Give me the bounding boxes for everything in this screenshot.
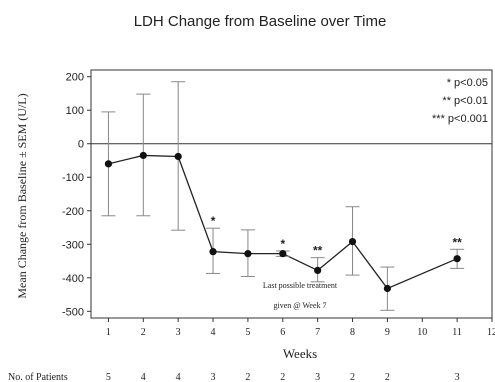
significance-label: **: [313, 244, 323, 258]
patients-count: 4: [176, 372, 181, 382]
series-ldh-change: [101, 81, 465, 311]
x-tick-label: 2: [141, 327, 146, 338]
significance-label: *: [211, 214, 216, 228]
significance-label: **: [452, 235, 462, 249]
data-point: [174, 152, 182, 161]
legend-entry: ** p<0.01: [442, 95, 488, 107]
data-point: [244, 250, 252, 258]
data-point: [279, 250, 287, 258]
data-point: [104, 160, 113, 168]
x-axis-label: Weeks: [283, 346, 317, 361]
legend-entry: *** p<0.001: [432, 113, 488, 125]
patients-count: 2: [350, 372, 355, 382]
y-tick-label: 0: [78, 139, 84, 151]
x-tick-label: 10: [417, 327, 427, 338]
significance-label: *: [280, 237, 285, 251]
x-tick-label: 8: [350, 327, 355, 338]
patients-count: 5: [106, 372, 111, 382]
y-tick-label: -100: [62, 172, 84, 184]
data-point: [314, 266, 322, 275]
annotation-line-1: Last possible treatment: [263, 281, 338, 290]
data-point: [209, 248, 217, 256]
x-tick-label: 7: [315, 327, 320, 338]
plot-frame: [90, 69, 493, 319]
patients-count: 3: [315, 372, 320, 382]
significance-markers: ** ****: [211, 214, 462, 257]
y-tick-label: 100: [66, 105, 84, 117]
data-point: [139, 151, 147, 160]
y-tick-label: 200: [66, 72, 84, 84]
x-tick-label: 3: [176, 327, 181, 338]
patients-count: 2: [385, 372, 390, 382]
x-tick-label: 5: [245, 327, 250, 338]
x-axis-ticks: 1 2 3 4 5 6 7 8 9 10 11 12: [106, 318, 495, 338]
legend-entry: * p<0.05: [447, 77, 488, 89]
data-point: [348, 237, 357, 246]
data-point: [383, 284, 391, 293]
annotation-line-2: given @ Week 7: [273, 301, 326, 310]
y-axis-ticks: 200 100 0 -100 -200 -300 -400 -500: [62, 72, 91, 318]
patients-count: 4: [141, 372, 146, 382]
chart-axes: [90, 69, 493, 319]
data-point: [453, 255, 461, 263]
y-tick-label: -400: [62, 273, 84, 285]
patients-row: 5 4 4 3 2 2 3 2 2 3: [106, 372, 460, 382]
patients-row-label: No. of Patients: [8, 372, 68, 382]
y-tick-label: -200: [62, 206, 84, 218]
series-line: [108, 154, 458, 290]
x-tick-label: 12: [487, 327, 495, 338]
y-axis-label: Mean Change from Baseline ± SEM (U/L): [15, 93, 29, 298]
patients-count: 3: [211, 372, 216, 382]
chart-title: LDH Change from Baseline over Time: [134, 13, 387, 30]
patients-count: 2: [280, 372, 285, 382]
patients-count: 2: [245, 372, 250, 382]
y-tick-label: -300: [62, 239, 84, 251]
x-tick-label: 9: [385, 327, 390, 338]
patients-count: 3: [455, 372, 460, 382]
x-tick-label: 1: [106, 327, 111, 338]
x-tick-label: 4: [211, 327, 216, 338]
x-tick-label: 11: [452, 327, 462, 338]
y-tick-label: -500: [62, 306, 84, 318]
x-tick-label: 6: [280, 327, 285, 338]
legend: * p<0.05 ** p<0.01 *** p<0.001: [432, 77, 488, 125]
